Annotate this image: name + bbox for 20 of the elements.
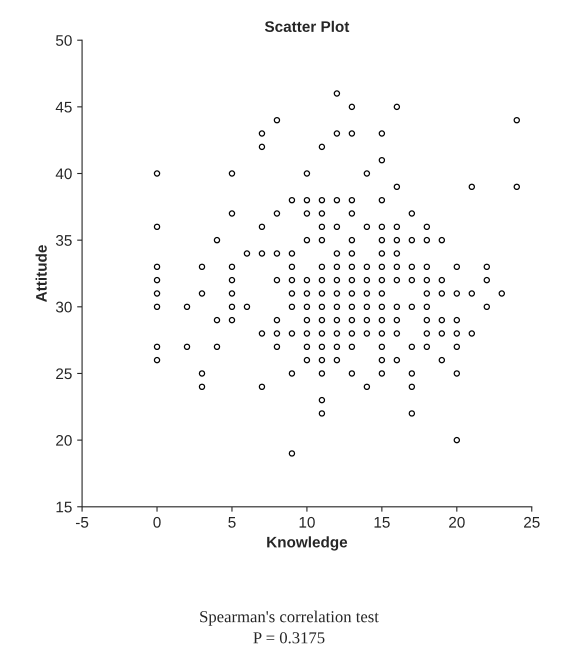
x-tick-label: 0 bbox=[153, 516, 161, 528]
chart-title: Scatter Plot bbox=[264, 20, 350, 32]
y-tick-label: 20 bbox=[56, 434, 72, 446]
x-tick-label: 25 bbox=[524, 516, 540, 528]
y-axis-title: Attitude bbox=[36, 245, 47, 302]
y-tick-label: 30 bbox=[56, 302, 72, 312]
x-tick-label: 20 bbox=[449, 516, 465, 528]
text: Spearman's correlation test bbox=[200, 610, 379, 626]
x-tick-label: -5 bbox=[76, 517, 88, 528]
y-tick-label: 15 bbox=[56, 502, 72, 512]
y-tick-label: 25 bbox=[56, 368, 72, 380]
x-tick-label: 15 bbox=[374, 517, 390, 528]
y-tick-label: 45 bbox=[56, 102, 72, 113]
x-tick-label: 10 bbox=[300, 516, 315, 528]
x-tick-label: 5 bbox=[228, 517, 236, 528]
y-tick-label: 40 bbox=[56, 168, 72, 180]
text: P = 0.3175 bbox=[253, 632, 324, 644]
y-tick-label: 50 bbox=[56, 35, 72, 46]
x-axis-title: Knowledge bbox=[267, 536, 348, 551]
y-tick-label: 35 bbox=[56, 235, 72, 246]
